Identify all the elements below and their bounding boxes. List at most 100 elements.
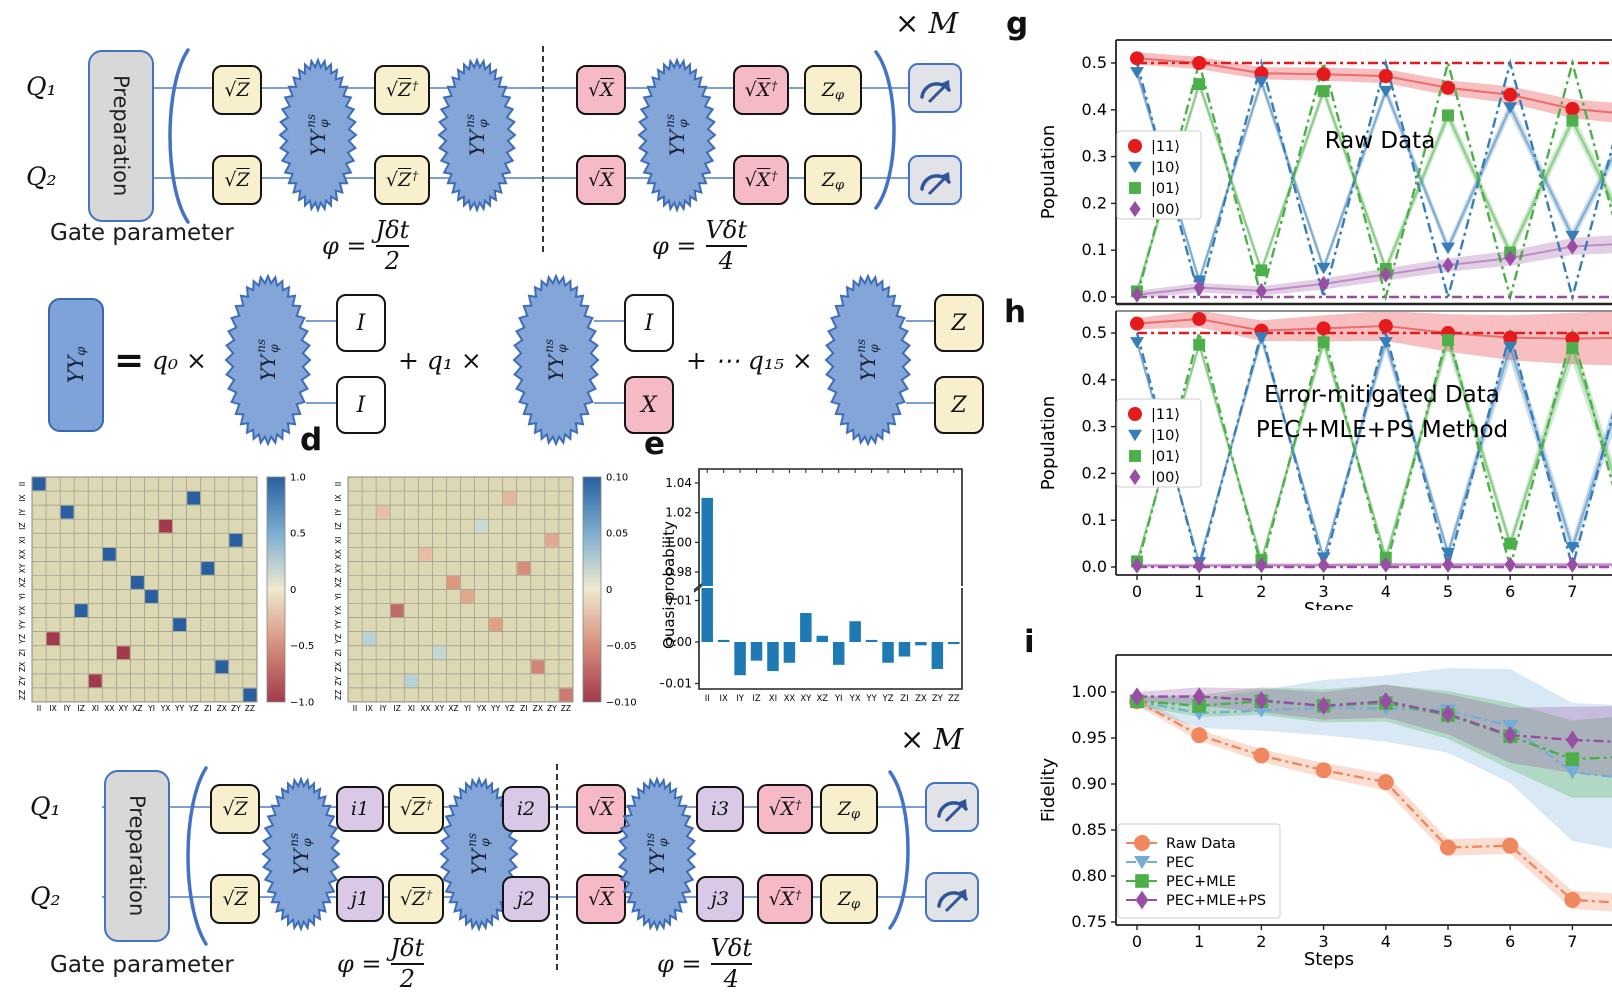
x-axis-label: Steps: [1304, 949, 1354, 970]
yy-gate-starburst: YY ns φ: [222, 272, 314, 448]
heatmap-cell: [201, 561, 215, 575]
heatmap-cell: [517, 561, 531, 575]
heatmap-cell: [461, 590, 474, 603]
colorbar: [582, 476, 602, 703]
x-tick-label: IX: [365, 704, 372, 712]
heatmap-cell: [159, 519, 172, 533]
y-tick-label: XI: [18, 537, 27, 544]
data-marker: [1564, 891, 1581, 908]
colorbar-tick-label: 0.10: [606, 473, 628, 484]
y-tick-label: 0.2: [1082, 463, 1107, 482]
x-tick-label: YZ: [188, 704, 199, 712]
repeat-m-label: × M: [895, 6, 959, 40]
data-marker: [1317, 336, 1330, 349]
y-tick-label: 0.2: [1082, 193, 1107, 212]
data-marker: [1504, 556, 1516, 573]
x-tick-label: 4: [1381, 932, 1391, 951]
data-marker: [1254, 76, 1269, 89]
heatmap-cell: [404, 674, 418, 688]
x-tick-label: XI: [769, 694, 777, 704]
y-tick-label: 1.00: [665, 535, 692, 549]
starburst-icon: [437, 57, 517, 213]
data-marker: [1130, 687, 1144, 706]
meter-icon: [937, 799, 968, 823]
heatmap-cell: [46, 632, 60, 646]
y-tick-label: II: [334, 482, 343, 486]
legend-box: [1116, 398, 1202, 488]
meter-icon: [920, 172, 951, 196]
trotter-step-divider: [542, 46, 544, 252]
heatmap-cell: [447, 576, 460, 589]
legend-box: [1116, 130, 1202, 220]
data-marker: [1128, 429, 1142, 442]
data-marker: [1129, 182, 1141, 194]
bar: [734, 642, 746, 676]
y-tick-label: ZZ: [18, 690, 27, 700]
open-bracket: [186, 766, 208, 946]
starburst-shape: [617, 776, 697, 932]
starburst-shape: [512, 273, 600, 447]
starburst-shape: [278, 57, 358, 213]
chart-title: Raw Data: [1325, 128, 1436, 154]
heatmap-cell: [88, 674, 102, 688]
y-axis-label: Quasi-probability: [660, 521, 678, 649]
sqrt-z-gate: √ Z: [212, 65, 262, 115]
y-tick-label: YY: [18, 620, 27, 631]
colorbar: [266, 476, 286, 703]
data-line: [1136, 700, 1612, 778]
x-tick-label: XI: [92, 704, 99, 712]
pauli-box-z: Z: [934, 294, 984, 352]
yy-gate-starburst: YY ns φ: [822, 272, 914, 448]
qubit1-label: Q₁: [26, 72, 57, 101]
measurement-box: [925, 872, 979, 922]
x-tick-label: ZI: [520, 704, 527, 712]
data-marker: [1378, 318, 1393, 333]
heatmap-cell: [74, 604, 88, 617]
qubit2-label: Q₂: [26, 162, 57, 191]
y-tick-label: 0.85: [1071, 820, 1107, 839]
data-marker: [1193, 557, 1205, 574]
pauli-slot-i3: i3: [696, 786, 744, 832]
starburst-icon: [224, 273, 312, 447]
data-marker: [1566, 342, 1579, 354]
x-tick-label: 7: [1567, 932, 1577, 951]
heatmap-cell: [475, 519, 488, 533]
preparation-label: Preparation: [109, 75, 133, 197]
plot-area: [1130, 51, 1612, 303]
data-line: [1137, 695, 1612, 743]
y-tick-label: IX: [18, 494, 27, 501]
bar: [750, 642, 763, 661]
y-tick-label: 0.98: [665, 565, 692, 579]
y-axis-label: Population: [1038, 396, 1059, 491]
colorbar-tick-label: 0: [290, 585, 296, 596]
equals-sign: =: [114, 340, 145, 381]
data-marker: [1442, 556, 1454, 573]
heatmap-cell: [116, 646, 130, 660]
data-marker: [1442, 109, 1454, 122]
yy-gate-starburst: YY ns φ: [510, 272, 602, 448]
connector-wire: [306, 320, 338, 322]
data-marker: [1503, 330, 1518, 345]
y-tick-label: 0.4: [1082, 100, 1107, 119]
x-tick-label: ZX: [915, 694, 927, 704]
data-marker: [1130, 337, 1144, 349]
panel-e-label: e: [644, 426, 666, 462]
data-marker: [1134, 835, 1150, 851]
x-tick-label: ZZ: [561, 704, 571, 712]
heatmap-cell: [489, 618, 503, 632]
data-marker: [1315, 762, 1332, 779]
data-marker: [1441, 547, 1455, 560]
qubit1-label: Q₁: [30, 792, 61, 821]
y-tick-label: XZ: [334, 577, 343, 587]
data-marker: [1316, 67, 1331, 82]
trotter-step-divider: [556, 764, 558, 970]
panel-i-label: i: [1024, 624, 1035, 660]
bar: [849, 621, 861, 642]
z-letter: Z: [236, 78, 250, 101]
panel-g-label: g: [1006, 6, 1029, 42]
y-tick-label: 0.4: [1082, 370, 1107, 389]
data-marker: [1128, 139, 1142, 153]
sqrt-sign: √: [224, 78, 237, 101]
x-tick-label: XI: [408, 704, 415, 712]
